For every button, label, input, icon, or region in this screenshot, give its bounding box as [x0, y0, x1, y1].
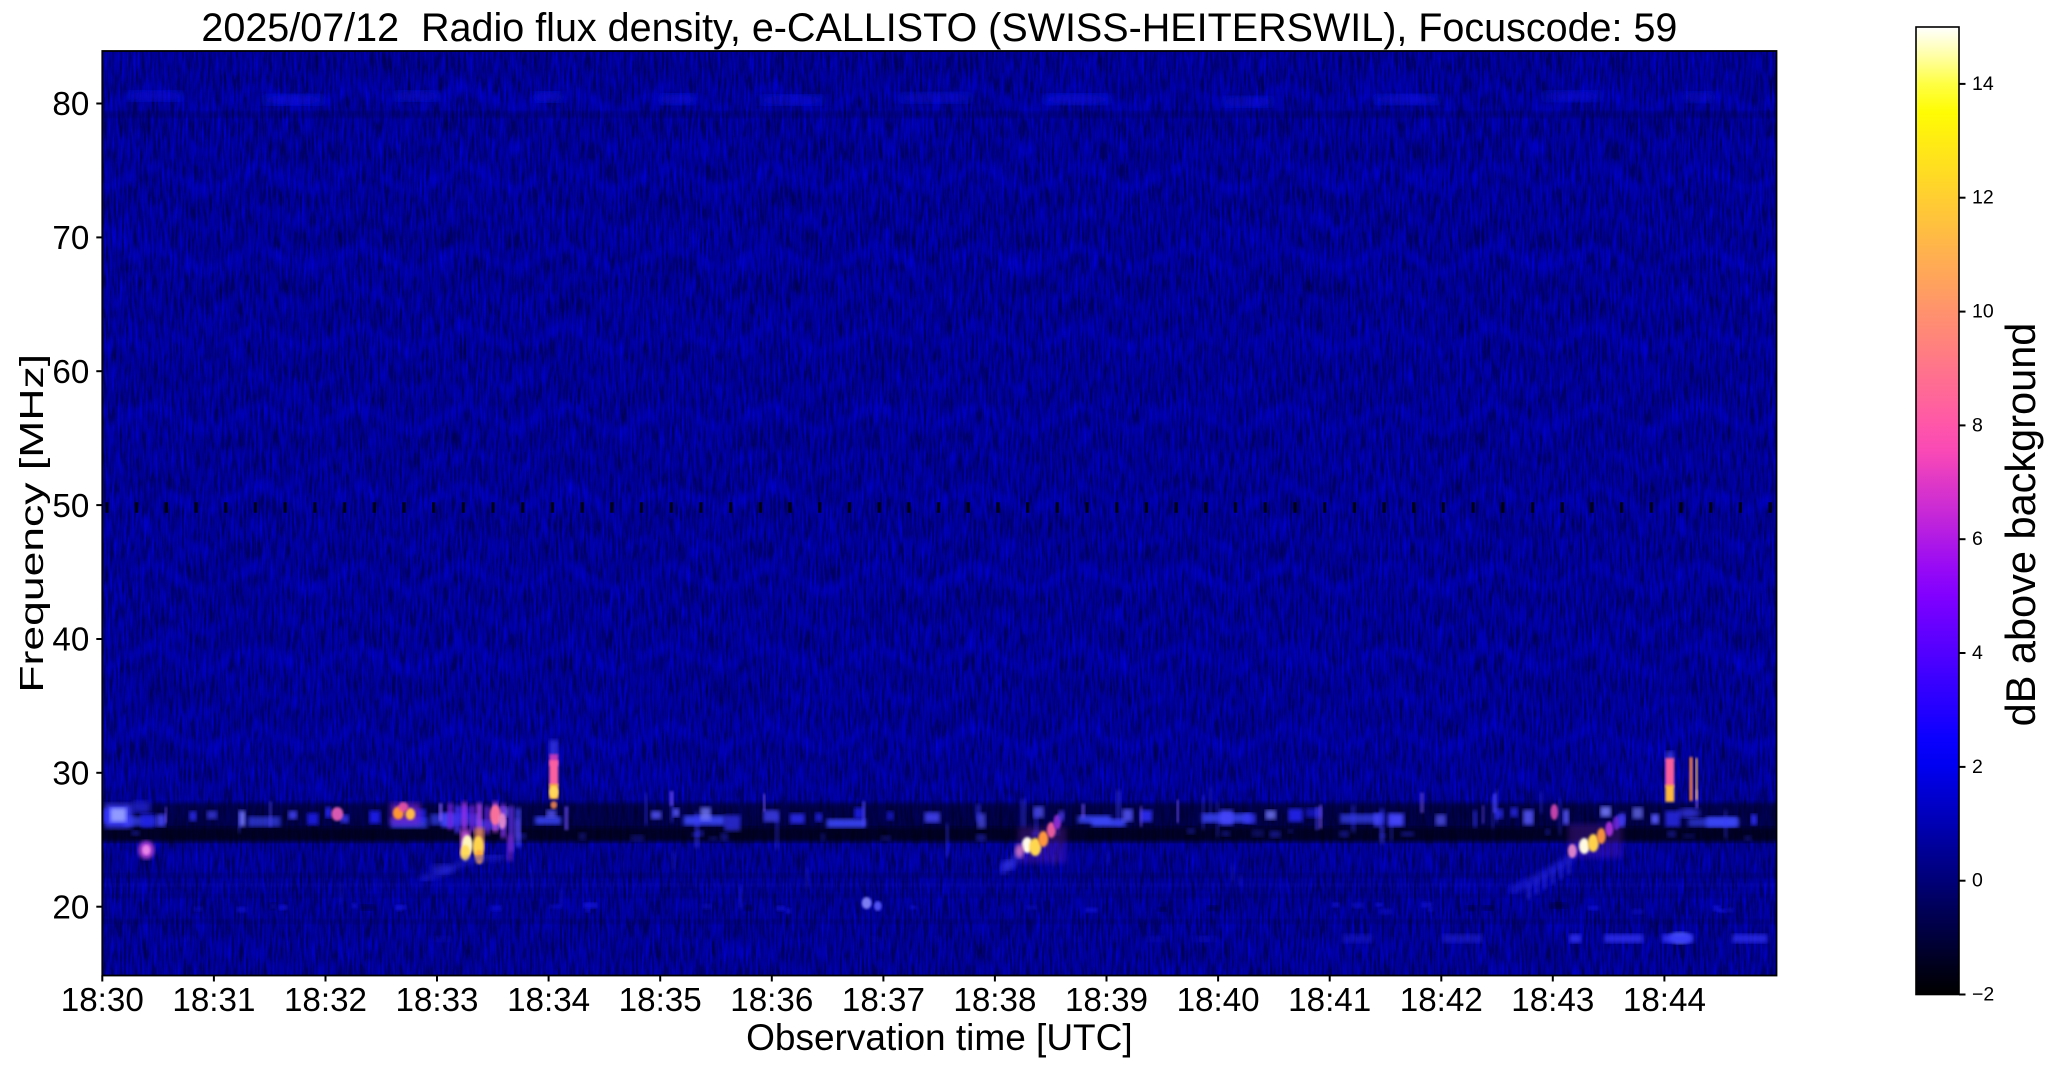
svg-text:−2: −2: [1972, 984, 1994, 1006]
svg-text:2025/07/12 Radio flux density: 2025/07/12 Radio flux density, e-CALLIST…: [201, 6, 1677, 50]
svg-text:18:32: 18:32: [284, 982, 367, 1019]
svg-text:30: 30: [52, 756, 89, 793]
svg-text:Frequency [MHz]: Frequency [MHz]: [13, 354, 50, 693]
svg-text:Observation time [UTC]: Observation time [UTC]: [746, 1017, 1133, 1058]
svg-text:18:34: 18:34: [507, 982, 590, 1019]
svg-text:18:38: 18:38: [953, 982, 1036, 1019]
svg-text:18:44: 18:44: [1623, 982, 1706, 1019]
svg-text:18:30: 18:30: [61, 982, 144, 1019]
svg-text:70: 70: [52, 220, 89, 257]
svg-text:18:35: 18:35: [619, 982, 702, 1019]
svg-text:0: 0: [1972, 870, 1983, 892]
svg-text:18:36: 18:36: [730, 982, 813, 1019]
svg-text:14: 14: [1972, 73, 1994, 95]
svg-text:18:40: 18:40: [1177, 982, 1260, 1019]
svg-text:6: 6: [1972, 528, 1983, 550]
svg-text:12: 12: [1972, 187, 1994, 209]
svg-text:18:43: 18:43: [1511, 982, 1594, 1019]
svg-text:2: 2: [1972, 756, 1983, 778]
svg-text:80: 80: [52, 86, 89, 123]
svg-text:4: 4: [1972, 642, 1983, 664]
svg-text:18:33: 18:33: [395, 982, 478, 1019]
svg-text:20: 20: [52, 889, 89, 926]
svg-text:50: 50: [52, 488, 89, 525]
svg-text:18:39: 18:39: [1065, 982, 1148, 1019]
svg-text:18:42: 18:42: [1400, 982, 1483, 1019]
svg-text:18:41: 18:41: [1288, 982, 1371, 1019]
svg-text:40: 40: [52, 622, 89, 659]
svg-text:18:37: 18:37: [842, 982, 925, 1019]
svg-text:dB above background: dB above background: [1997, 323, 2044, 727]
svg-text:60: 60: [52, 354, 89, 391]
svg-text:10: 10: [1972, 301, 1994, 323]
svg-text:18:31: 18:31: [172, 982, 255, 1019]
svg-text:8: 8: [1972, 414, 1983, 436]
